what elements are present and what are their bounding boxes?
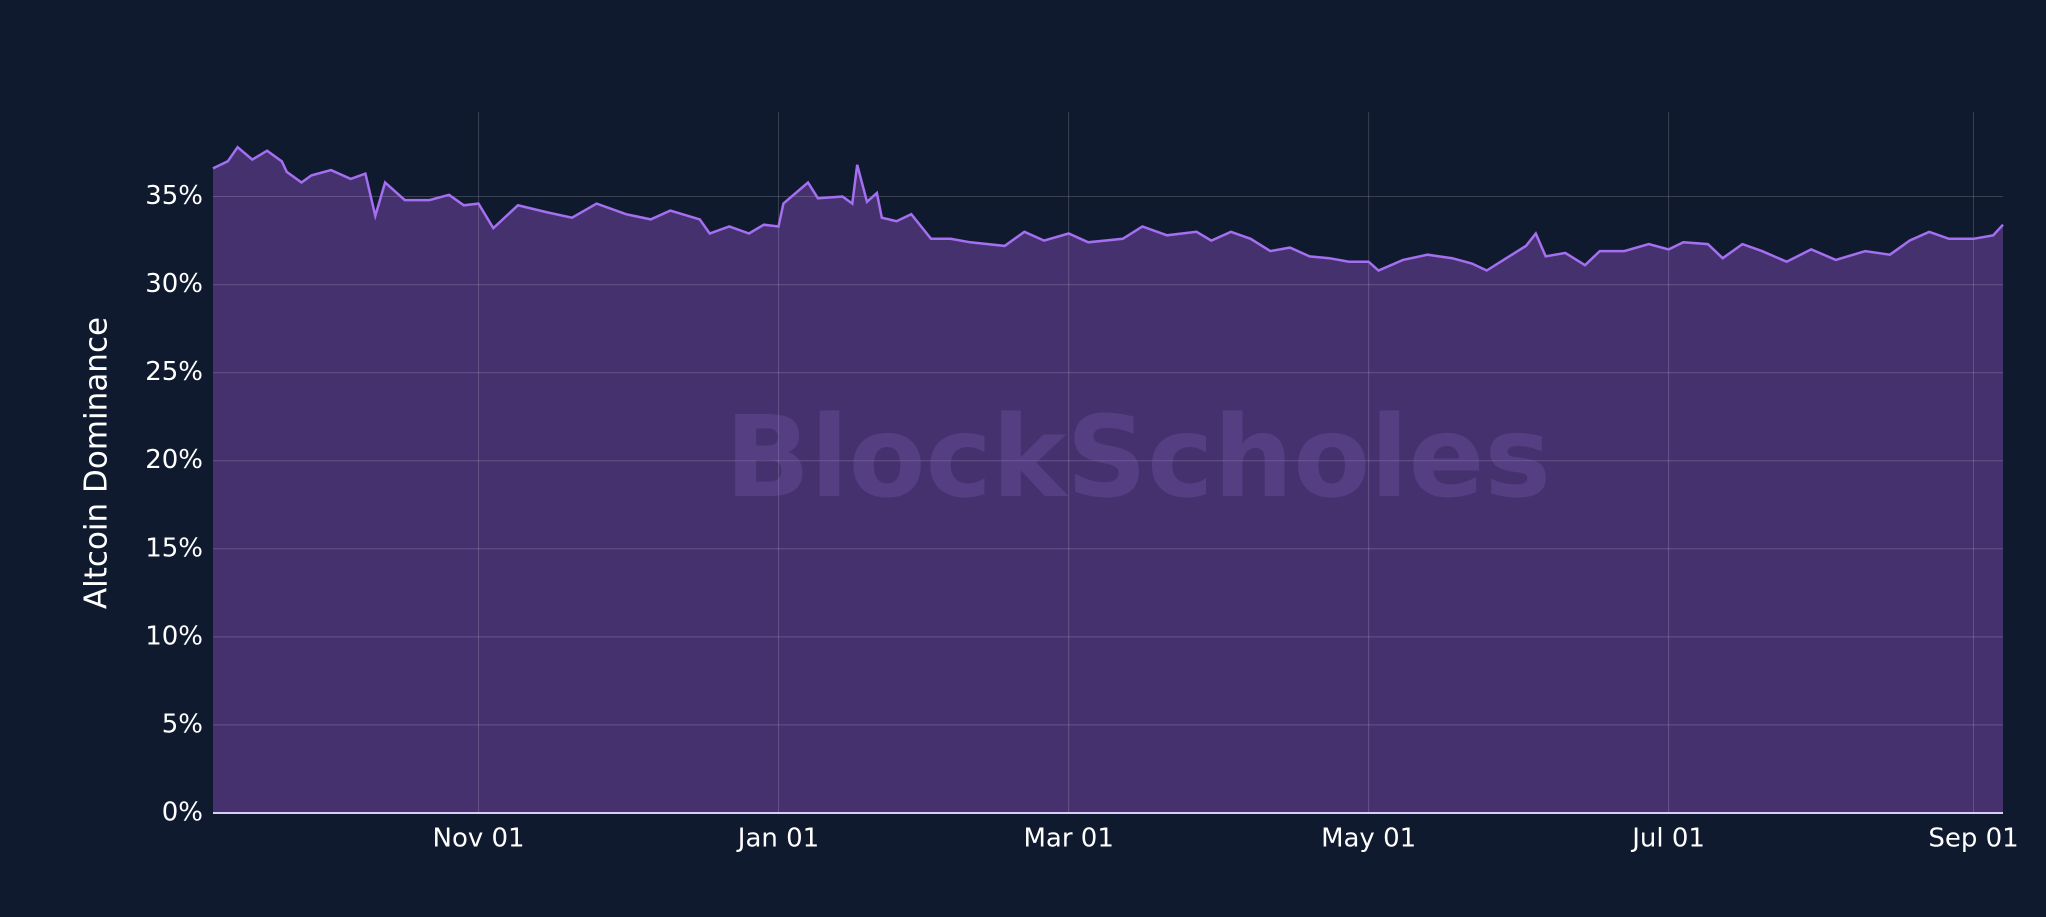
y-tick-label: 35%: [145, 181, 203, 211]
y-axis-title: Altcoin Dominance: [79, 317, 115, 609]
y-tick-label: 25%: [145, 357, 203, 387]
x-tick-label: Sep 01: [1928, 824, 2018, 854]
watermark: BlockScholes: [725, 393, 1551, 523]
x-tick-label: Nov 01: [433, 824, 525, 854]
line: [212, 145, 2004, 272]
y-tick-label: 10%: [145, 621, 203, 651]
x-tick-label: Mar 01: [1023, 824, 1113, 854]
y-tick-label: 15%: [145, 533, 203, 563]
x-tick-label: May 01: [1321, 824, 1416, 854]
area-fill: [213, 147, 2003, 813]
x-tick-label: Jan 01: [736, 824, 819, 854]
y-tick-label: 5%: [162, 709, 203, 739]
y-tick-label: 20%: [145, 445, 203, 475]
y-tick-label: 0%: [162, 798, 203, 828]
x-tick-label: Jul 01: [1630, 824, 1705, 854]
y-tick-label: 30%: [145, 269, 203, 299]
